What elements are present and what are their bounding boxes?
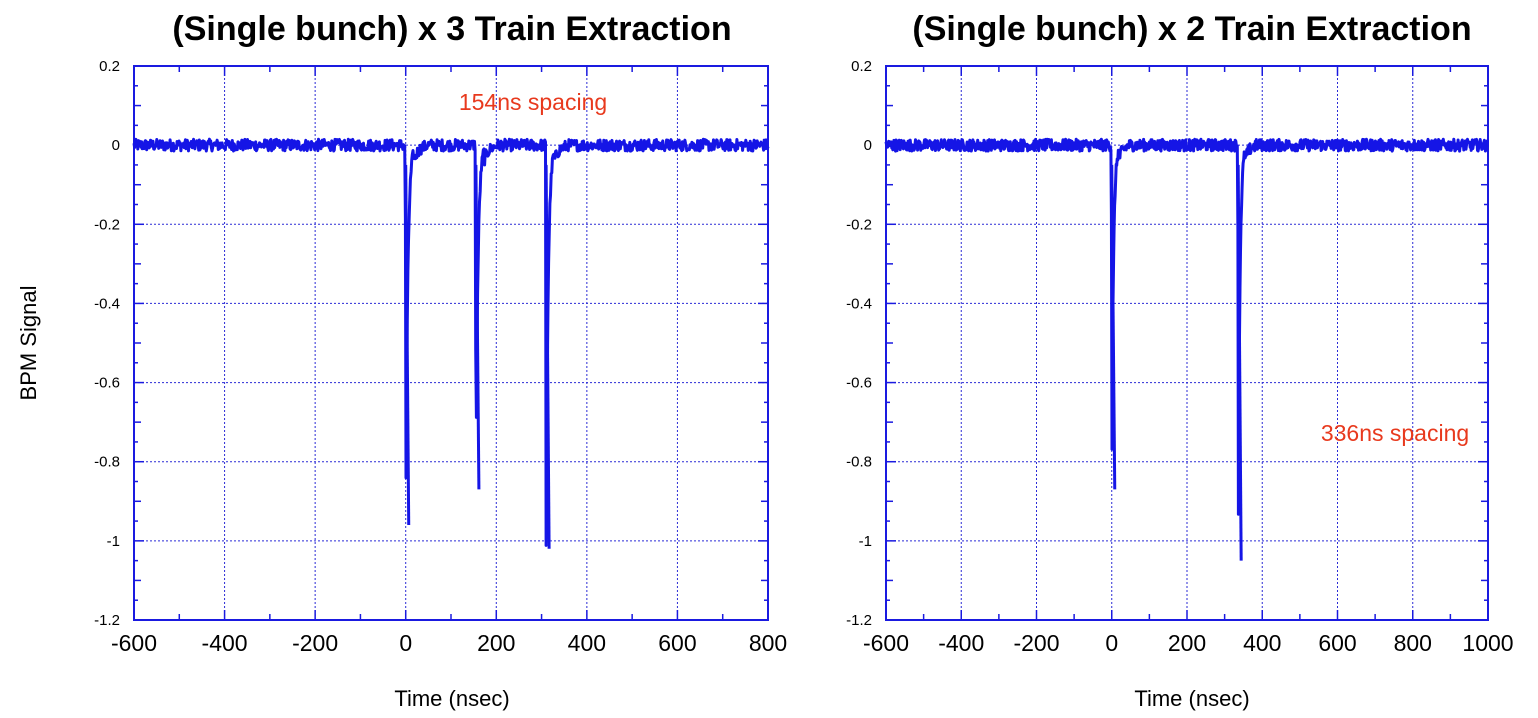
pulse-spike bbox=[1110, 164, 1117, 490]
spacing-annotation: 336ns spacing bbox=[1321, 420, 1469, 446]
x-tick-label: 200 bbox=[1168, 630, 1206, 656]
y-tick-label: -0.6 bbox=[94, 375, 120, 392]
x-tick-label: 0 bbox=[1105, 630, 1118, 656]
plot-frame bbox=[133, 65, 769, 621]
y-tick-label: -0.8 bbox=[846, 454, 872, 471]
spacing-annotation: 154ns spacing bbox=[459, 89, 607, 115]
y-tick-label: 0.2 bbox=[851, 58, 872, 75]
y-tick-label: 0.2 bbox=[99, 58, 120, 75]
y-tick-label: -0.2 bbox=[94, 216, 120, 233]
x-tick-label: 0 bbox=[399, 630, 412, 656]
y-tick-label: -0.6 bbox=[846, 375, 872, 392]
y-tick-label: -0.8 bbox=[94, 454, 120, 471]
y-tick-label: -1 bbox=[859, 533, 872, 550]
pulse-spike bbox=[404, 164, 411, 526]
pulse-spike bbox=[474, 164, 481, 490]
y-tick-label: -0.2 bbox=[846, 216, 872, 233]
signal-trace bbox=[132, 137, 770, 547]
x-tick-label: 400 bbox=[568, 630, 606, 656]
x-tick-label: -200 bbox=[292, 630, 338, 656]
chart-panel-1: (Single bunch) x 3 Train Extraction 0.2 0 -… bbox=[94, 10, 787, 711]
y-tick-label: -0.4 bbox=[846, 295, 872, 312]
y-tick-label: -0.4 bbox=[94, 295, 120, 312]
plot-frame bbox=[885, 65, 1489, 621]
x-tick-label: -400 bbox=[938, 630, 984, 656]
chart-title: (Single bunch) x 2 Train Extraction bbox=[912, 10, 1471, 48]
y-axis-label: BPM Signal bbox=[16, 286, 41, 401]
x-tick-label: -600 bbox=[111, 630, 157, 656]
x-tick-label: -400 bbox=[202, 630, 248, 656]
x-tick-label: 1000 bbox=[1462, 630, 1513, 656]
x-axis-label: Time (nsec) bbox=[1134, 686, 1249, 711]
y-tick-label: 0 bbox=[864, 137, 872, 154]
pulse-spike bbox=[1236, 164, 1243, 561]
y-tick-label: -1.2 bbox=[94, 612, 120, 629]
x-tick-label: 400 bbox=[1243, 630, 1281, 656]
chart-panel-2: (Single bunch) x 2 Train Extraction 0.2 0 -… bbox=[846, 10, 1513, 711]
x-tick-label: -600 bbox=[863, 630, 909, 656]
x-axis-label: Time (nsec) bbox=[394, 686, 509, 711]
y-tick-label: 0 bbox=[112, 137, 120, 154]
x-tick-label: 600 bbox=[1318, 630, 1356, 656]
chart-title: (Single bunch) x 3 Train Extraction bbox=[172, 10, 731, 48]
y-tick-label: -1 bbox=[107, 533, 120, 550]
x-tick-label: 600 bbox=[658, 630, 696, 656]
signal-trace bbox=[884, 137, 1489, 516]
pulse-spike bbox=[544, 164, 551, 549]
x-tick-label: 800 bbox=[749, 630, 787, 656]
x-tick-label: -200 bbox=[1013, 630, 1059, 656]
x-tick-label: 800 bbox=[1394, 630, 1432, 656]
x-tick-label: 200 bbox=[477, 630, 515, 656]
y-tick-label: -1.2 bbox=[846, 612, 872, 629]
